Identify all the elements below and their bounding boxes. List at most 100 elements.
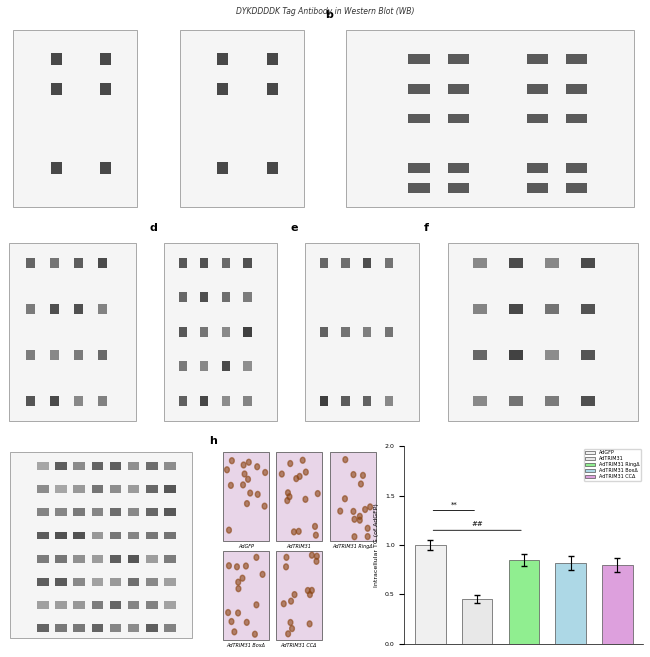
FancyBboxPatch shape [566, 163, 588, 173]
Circle shape [352, 516, 357, 522]
Circle shape [287, 494, 292, 500]
Circle shape [361, 472, 365, 478]
FancyBboxPatch shape [73, 396, 83, 406]
FancyBboxPatch shape [37, 601, 49, 609]
FancyBboxPatch shape [146, 555, 157, 562]
FancyBboxPatch shape [128, 532, 140, 539]
Circle shape [244, 620, 249, 625]
Circle shape [232, 629, 237, 635]
Circle shape [242, 471, 247, 477]
FancyBboxPatch shape [128, 486, 140, 493]
FancyBboxPatch shape [276, 452, 322, 541]
Circle shape [229, 482, 233, 488]
Circle shape [235, 564, 239, 570]
FancyBboxPatch shape [526, 183, 548, 193]
FancyBboxPatch shape [385, 327, 393, 337]
FancyBboxPatch shape [73, 304, 83, 313]
FancyBboxPatch shape [110, 578, 122, 586]
FancyBboxPatch shape [92, 532, 103, 539]
FancyBboxPatch shape [128, 578, 140, 586]
FancyBboxPatch shape [110, 509, 122, 516]
Circle shape [227, 527, 231, 533]
FancyBboxPatch shape [164, 486, 176, 493]
Circle shape [343, 496, 347, 502]
Circle shape [303, 496, 308, 503]
Circle shape [309, 553, 315, 558]
FancyBboxPatch shape [341, 396, 350, 406]
FancyBboxPatch shape [37, 509, 49, 516]
FancyBboxPatch shape [55, 532, 67, 539]
Text: **: ** [450, 501, 457, 508]
Circle shape [309, 587, 314, 593]
Circle shape [359, 481, 363, 487]
FancyBboxPatch shape [320, 396, 328, 406]
FancyBboxPatch shape [566, 114, 588, 124]
FancyBboxPatch shape [50, 304, 59, 313]
FancyBboxPatch shape [10, 452, 192, 638]
FancyBboxPatch shape [128, 509, 140, 516]
FancyBboxPatch shape [222, 361, 230, 371]
FancyBboxPatch shape [9, 243, 136, 420]
FancyBboxPatch shape [128, 624, 140, 632]
FancyBboxPatch shape [51, 53, 62, 65]
FancyBboxPatch shape [92, 509, 103, 516]
Circle shape [285, 490, 291, 496]
FancyBboxPatch shape [341, 258, 350, 267]
FancyBboxPatch shape [179, 327, 187, 337]
FancyBboxPatch shape [55, 624, 67, 632]
FancyBboxPatch shape [448, 183, 469, 193]
FancyBboxPatch shape [37, 555, 49, 562]
FancyBboxPatch shape [545, 304, 558, 313]
Circle shape [236, 610, 240, 616]
FancyBboxPatch shape [200, 396, 209, 406]
Bar [462, 599, 493, 644]
FancyBboxPatch shape [164, 601, 176, 609]
Circle shape [229, 458, 234, 464]
Circle shape [262, 503, 267, 509]
Circle shape [288, 461, 292, 466]
FancyBboxPatch shape [222, 292, 230, 302]
Text: AdTRIM31: AdTRIM31 [286, 544, 311, 549]
FancyBboxPatch shape [509, 304, 523, 313]
FancyBboxPatch shape [243, 292, 252, 302]
FancyBboxPatch shape [110, 624, 122, 632]
Circle shape [315, 553, 319, 559]
Circle shape [240, 482, 246, 488]
FancyBboxPatch shape [98, 258, 107, 267]
FancyBboxPatch shape [346, 30, 634, 208]
FancyBboxPatch shape [509, 396, 523, 406]
FancyBboxPatch shape [473, 350, 487, 360]
FancyBboxPatch shape [92, 578, 103, 586]
FancyBboxPatch shape [55, 555, 67, 562]
Text: AdTRIM31 CCΔ: AdTRIM31 CCΔ [280, 643, 317, 648]
FancyBboxPatch shape [92, 462, 103, 470]
FancyBboxPatch shape [73, 624, 85, 632]
Circle shape [343, 457, 348, 463]
FancyBboxPatch shape [110, 555, 122, 562]
FancyBboxPatch shape [385, 396, 393, 406]
FancyBboxPatch shape [580, 350, 595, 360]
Circle shape [296, 528, 301, 534]
Circle shape [244, 563, 248, 569]
FancyBboxPatch shape [222, 396, 230, 406]
Text: d: d [149, 223, 157, 233]
Circle shape [240, 576, 245, 581]
FancyBboxPatch shape [267, 83, 278, 95]
FancyBboxPatch shape [164, 578, 176, 586]
Circle shape [294, 476, 298, 482]
FancyBboxPatch shape [180, 30, 304, 208]
FancyBboxPatch shape [223, 551, 269, 640]
FancyBboxPatch shape [14, 30, 138, 208]
Text: b: b [325, 10, 333, 20]
FancyBboxPatch shape [37, 462, 49, 470]
FancyBboxPatch shape [164, 243, 278, 420]
Circle shape [227, 563, 231, 569]
FancyBboxPatch shape [98, 396, 107, 406]
FancyBboxPatch shape [179, 292, 187, 302]
FancyBboxPatch shape [320, 258, 328, 267]
FancyBboxPatch shape [320, 327, 328, 337]
FancyBboxPatch shape [218, 83, 229, 95]
FancyBboxPatch shape [408, 183, 430, 193]
Circle shape [304, 469, 308, 475]
FancyBboxPatch shape [26, 258, 35, 267]
